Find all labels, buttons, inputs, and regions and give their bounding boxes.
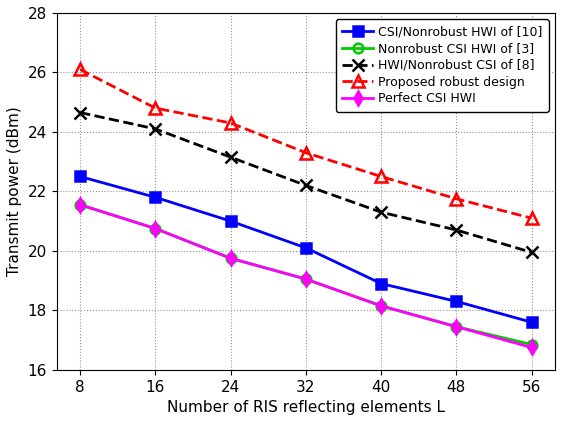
CSI/Nonrobust HWI of [10] (453, 299, 460, 304)
Line: Proposed robust design: Proposed robust design (74, 63, 538, 225)
Nonrobust CSI HWI of [3] (227, 256, 234, 261)
Perfect CSI HWI (302, 276, 309, 281)
Proposed robust design (227, 120, 234, 125)
Y-axis label: Transmit power (dBm): Transmit power (dBm) (7, 106, 22, 276)
HWI/Nonrobust CSI of [8] (378, 210, 384, 215)
Proposed robust design (453, 196, 460, 201)
Line: Perfect CSI HWI: Perfect CSI HWI (75, 200, 536, 352)
HWI/Nonrobust CSI of [8] (227, 154, 234, 160)
Perfect CSI HWI (528, 345, 535, 350)
Nonrobust CSI HWI of [3] (302, 276, 309, 281)
Nonrobust CSI HWI of [3] (152, 226, 158, 231)
Legend: CSI/Nonrobust HWI of [10], Nonrobust CSI HWI of [3], HWI/Nonrobust CSI of [8], P: CSI/Nonrobust HWI of [10], Nonrobust CSI… (336, 19, 549, 112)
CSI/Nonrobust HWI of [10] (302, 245, 309, 250)
Nonrobust CSI HWI of [3] (453, 324, 460, 329)
Proposed robust design (77, 67, 84, 72)
CSI/Nonrobust HWI of [10] (227, 219, 234, 224)
Line: CSI/Nonrobust HWI of [10]: CSI/Nonrobust HWI of [10] (75, 172, 536, 327)
HWI/Nonrobust CSI of [8] (528, 250, 535, 255)
Proposed robust design (528, 216, 535, 221)
Perfect CSI HWI (378, 303, 384, 308)
CSI/Nonrobust HWI of [10] (528, 320, 535, 325)
HWI/Nonrobust CSI of [8] (152, 126, 158, 131)
Nonrobust CSI HWI of [3] (378, 303, 384, 308)
Proposed robust design (378, 174, 384, 179)
Line: HWI/Nonrobust CSI of [8]: HWI/Nonrobust CSI of [8] (74, 106, 538, 259)
Proposed robust design (302, 150, 309, 155)
CSI/Nonrobust HWI of [10] (77, 174, 84, 179)
Perfect CSI HWI (453, 324, 460, 329)
Perfect CSI HWI (152, 226, 158, 231)
Proposed robust design (152, 106, 158, 111)
HWI/Nonrobust CSI of [8] (77, 110, 84, 115)
Perfect CSI HWI (227, 256, 234, 261)
HWI/Nonrobust CSI of [8] (453, 227, 460, 233)
X-axis label: Number of RIS reflecting elements L: Number of RIS reflecting elements L (167, 400, 445, 415)
CSI/Nonrobust HWI of [10] (378, 281, 384, 286)
Nonrobust CSI HWI of [3] (77, 202, 84, 207)
HWI/Nonrobust CSI of [8] (302, 183, 309, 188)
Line: Nonrobust CSI HWI of [3]: Nonrobust CSI HWI of [3] (75, 200, 536, 349)
Perfect CSI HWI (77, 202, 84, 207)
CSI/Nonrobust HWI of [10] (152, 195, 158, 200)
Nonrobust CSI HWI of [3] (528, 342, 535, 347)
